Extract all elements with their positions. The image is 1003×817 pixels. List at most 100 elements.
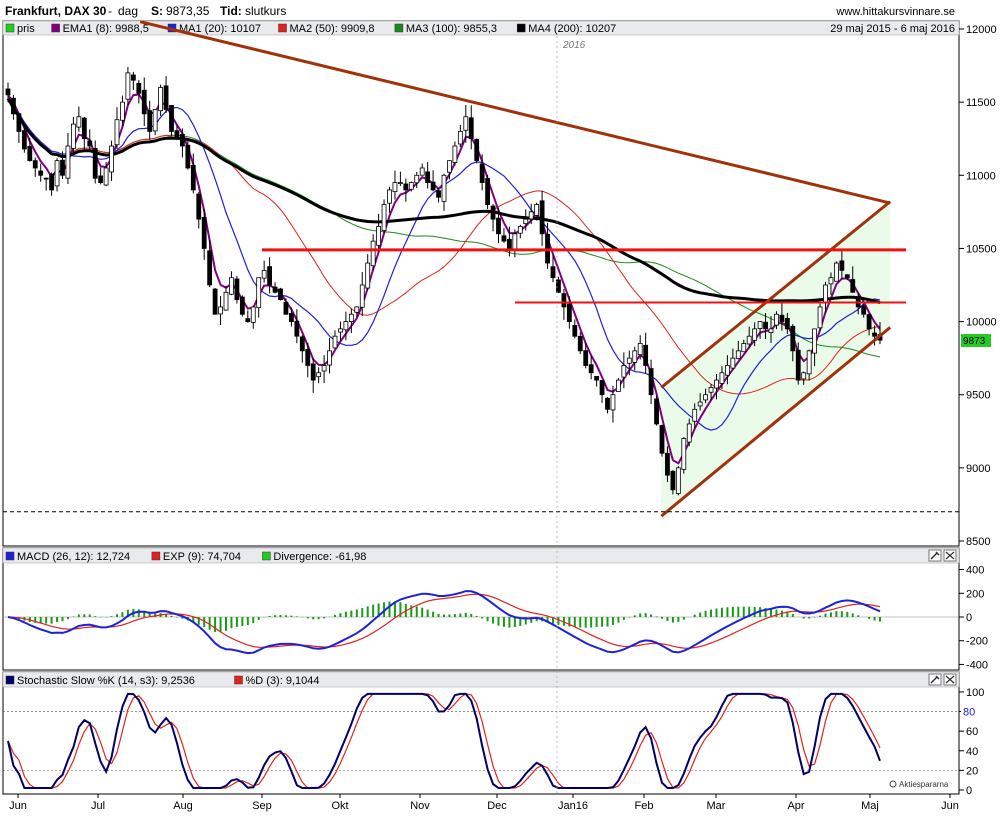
date-range: 29 maj 2015 - 6 maj 2016	[830, 23, 955, 35]
legend-swatch	[151, 551, 161, 561]
price-badge-bg	[961, 334, 991, 347]
macd-close-icon[interactable]	[943, 549, 957, 562]
candle-body	[746, 335, 752, 345]
candle-body	[387, 189, 392, 204]
candle-body	[359, 284, 365, 308]
candle-body	[430, 181, 436, 191]
legend-swatch	[234, 675, 243, 685]
candle-body	[850, 279, 856, 293]
stoch-d-line	[7, 693, 881, 789]
price-axis: 12000 11500 11000 10500 10000 9500 9000 8500	[959, 24, 997, 548]
x-tick-label: Sep	[252, 800, 272, 812]
candle-body	[87, 140, 93, 147]
stoch-settings-icon[interactable]	[928, 673, 942, 686]
candle-body	[109, 145, 114, 173]
legend-swatch	[262, 551, 271, 561]
candle-body	[299, 336, 305, 352]
candle-body	[801, 372, 807, 380]
stoch-ref-bg	[961, 705, 979, 718]
candle-body	[229, 277, 234, 295]
legend-label: MACD (26, 12): 12,724	[17, 551, 130, 563]
candle-body	[741, 343, 747, 353]
candle-body	[583, 350, 589, 366]
legend-label: %D (3): 9,1044	[246, 675, 320, 687]
stochastic-axis: 10080604020080	[959, 687, 984, 797]
candle-body	[452, 145, 458, 163]
x-tick-label: Mar	[707, 800, 726, 812]
stoch-close-icon[interactable]	[943, 673, 957, 686]
price-tick-label: 12000	[966, 24, 997, 36]
candle-body	[32, 160, 38, 169]
candle-body	[419, 167, 425, 176]
candle-body	[245, 318, 251, 322]
x-tick-label: Aug	[173, 800, 193, 812]
candle-body	[376, 226, 382, 246]
macd-line	[7, 590, 881, 655]
legend-label: EXP (9): 74,704	[163, 551, 241, 563]
candle-body	[103, 167, 109, 186]
candle-body	[294, 320, 300, 337]
legend-swatch	[394, 23, 404, 33]
candle-body	[136, 83, 142, 94]
candle-body	[599, 380, 605, 396]
candle-body	[27, 146, 33, 162]
candle-body	[92, 147, 98, 179]
candle-body	[626, 357, 632, 364]
candle-body	[21, 130, 27, 150]
x-tick-label: Nov	[410, 800, 430, 812]
candle-body	[392, 182, 398, 193]
macd-settings-icon[interactable]	[928, 549, 942, 562]
candle-body	[16, 113, 22, 132]
macd-tick-label: 200	[966, 588, 984, 600]
candle-body	[768, 328, 774, 333]
candle-body	[212, 288, 218, 315]
candle-body	[130, 74, 136, 81]
x-tick-label: Dec	[487, 800, 507, 812]
candle-body	[457, 130, 463, 145]
candle-body	[256, 277, 262, 309]
candle-body	[147, 110, 153, 132]
candle-body	[730, 357, 736, 369]
x-tick-label: Jul	[91, 800, 105, 812]
stoch-tick-label: 20	[966, 765, 978, 777]
candle-body	[610, 394, 616, 411]
price-tick-label: 11000	[966, 170, 996, 182]
candle-body	[152, 109, 158, 132]
watermark-icon	[889, 780, 897, 788]
candle-body	[566, 303, 572, 322]
candle-body	[278, 288, 283, 301]
candle-body	[844, 274, 850, 279]
candle-body	[539, 200, 545, 235]
candle-body	[588, 364, 594, 374]
candle-body	[556, 279, 561, 293]
macd-panel-frame	[2, 547, 960, 671]
macd-signal-line	[7, 593, 881, 649]
candle-body	[408, 182, 414, 190]
candle-body	[201, 217, 207, 249]
ma2-line	[7, 94, 881, 395]
candle-body	[616, 379, 621, 392]
candle-body	[98, 175, 104, 183]
candle-body	[681, 438, 687, 470]
candle-body	[436, 190, 441, 198]
candle-body	[866, 314, 872, 330]
candle-body	[823, 284, 828, 304]
candle-body	[714, 379, 719, 389]
candle-body	[125, 72, 131, 100]
candle-body	[321, 365, 327, 372]
price-tick-label: 11500	[966, 97, 996, 109]
legend-label: MA4 (200): 10207	[528, 23, 616, 35]
legend-label: pris	[17, 23, 35, 35]
candle-body	[365, 262, 371, 289]
legend-swatch	[278, 23, 287, 33]
candle-body	[414, 174, 420, 184]
candle-body	[381, 204, 387, 231]
candle-body	[310, 363, 316, 381]
candle-body	[185, 144, 191, 169]
candle-body	[670, 470, 676, 491]
legend-label: MA1 (20): 10107	[179, 23, 261, 35]
candle-body	[5, 88, 11, 96]
candle-body	[207, 250, 213, 286]
website-link[interactable]: www.hittakursvinnare.se	[835, 6, 955, 18]
ma4-line	[6, 97, 881, 305]
